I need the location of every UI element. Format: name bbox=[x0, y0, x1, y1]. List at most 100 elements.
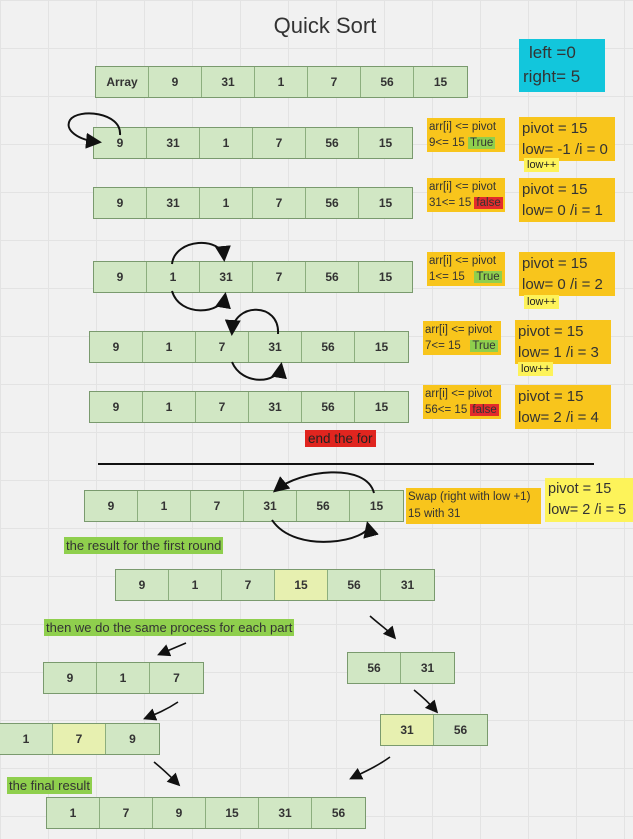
pivot-box-1: pivot = 15 low= 0 /i = 1 bbox=[519, 178, 615, 222]
part-cell: 31 bbox=[420, 661, 435, 675]
split-left-arrow bbox=[157, 642, 187, 657]
swap-cell: 9 bbox=[85, 491, 138, 521]
end-for-label: end the for bbox=[305, 430, 376, 447]
step-cell: 7 bbox=[253, 128, 306, 158]
swap-detail: 15 with 31 bbox=[408, 508, 461, 520]
pivot-cell: 15 bbox=[275, 570, 328, 600]
result-tag-true: True bbox=[474, 271, 502, 283]
final-result-label: the final result bbox=[7, 777, 92, 794]
step-cell: 56 bbox=[306, 128, 359, 158]
swap-arrow-bottom bbox=[271, 519, 379, 543]
low-increment-note: low++ bbox=[518, 362, 554, 376]
left-sorted-row: 1 7 9 bbox=[0, 723, 160, 755]
swap-cell: 15 bbox=[369, 499, 384, 513]
condition-text: arr[i] <= pivot bbox=[429, 121, 497, 133]
left-bound: left =0 bbox=[529, 43, 576, 62]
final-cell: 31 bbox=[259, 798, 312, 828]
step-cell: 31 bbox=[249, 392, 302, 422]
page-title: Quick Sort bbox=[273, 13, 377, 38]
condition-text: arr[i] <= pivot bbox=[429, 255, 497, 267]
step-cell: 9 bbox=[94, 128, 147, 158]
state-text: low= 0 /i = 2 bbox=[522, 276, 603, 293]
same-process-label: then we do the same process for each par… bbox=[44, 619, 295, 636]
low-increment-note: low++ bbox=[524, 295, 560, 309]
swap-text: Swap (right with low +1) bbox=[408, 491, 531, 503]
step-cell: 31 bbox=[147, 128, 200, 158]
condition-text: arr[i] <= pivot bbox=[425, 324, 493, 336]
final-cell: 9 bbox=[153, 798, 206, 828]
result-cell: 7 bbox=[222, 570, 275, 600]
swap-cell: 1 bbox=[138, 491, 191, 521]
condition-box-0: arr[i] <= pivot 9<= 15 True bbox=[427, 118, 505, 152]
final-cell: 15 bbox=[206, 798, 259, 828]
array-cell: 15 bbox=[433, 75, 448, 89]
condition-test: 1<= 15 bbox=[429, 271, 465, 283]
step-row-3: 9 1 7 31 56 15 bbox=[89, 331, 409, 363]
step-cell: 1 bbox=[143, 332, 196, 362]
step-cell: 1 bbox=[147, 262, 200, 292]
step-cell: 7 bbox=[196, 332, 249, 362]
step-row-0: 9 31 1 7 56 15 bbox=[93, 127, 413, 159]
first-round-label: the result for the first round bbox=[64, 537, 224, 554]
array-cell: 7 bbox=[308, 67, 361, 97]
step-cell: 15 bbox=[378, 196, 393, 210]
pivot-cell: 7 bbox=[53, 724, 106, 754]
result-tag-true: True bbox=[470, 340, 498, 352]
result-cell: 31 bbox=[400, 578, 415, 592]
final-row: 1 7 9 15 31 56 bbox=[46, 797, 366, 829]
array-cell: 1 bbox=[255, 67, 308, 97]
step-cell: 56 bbox=[306, 188, 359, 218]
pivot-box-4: pivot = 15 low= 2 /i = 4 bbox=[515, 385, 611, 429]
swap-cell: 31 bbox=[244, 491, 297, 521]
step-cell: 15 bbox=[374, 340, 389, 354]
condition-text: arr[i] <= pivot bbox=[429, 181, 497, 193]
pivot-text: pivot = 15 bbox=[522, 181, 588, 198]
result-cell: 1 bbox=[169, 570, 222, 600]
pivot-box-3: pivot = 15 low= 1 /i = 3 bbox=[515, 320, 611, 364]
final-cell: 1 bbox=[47, 798, 100, 828]
condition-text: arr[i] <= pivot bbox=[425, 388, 493, 400]
step-cell: 9 bbox=[90, 392, 143, 422]
final-cell: 56 bbox=[331, 806, 346, 820]
pivot-box-2: pivot = 15 low= 0 /i = 2 bbox=[519, 252, 615, 296]
step-cell: 31 bbox=[147, 188, 200, 218]
step-cell: 56 bbox=[302, 392, 355, 422]
sort-left-arrow bbox=[143, 701, 179, 721]
state-text: low= -1 /i = 0 bbox=[522, 141, 608, 158]
step-row-2: 9 1 31 7 56 15 bbox=[93, 261, 413, 293]
swap-row: 9 1 7 31 56 15 bbox=[84, 490, 404, 522]
right-sorted-row: 31 56 bbox=[380, 714, 488, 746]
state-text: low= 2 /i = 5 bbox=[548, 502, 627, 518]
step-cell: 1 bbox=[200, 128, 253, 158]
swap-cell: 7 bbox=[191, 491, 244, 521]
condition-box-1: arr[i] <= pivot 31<= 15 false bbox=[427, 178, 505, 212]
step-cell: 1 bbox=[200, 188, 253, 218]
step-row-4: 9 1 7 31 56 15 bbox=[89, 391, 409, 423]
bounds-box: left =0 right= 5 bbox=[519, 39, 605, 92]
pivot-box-0: pivot = 15 low= -1 /i = 0 bbox=[519, 117, 615, 161]
pivot-text: pivot = 15 bbox=[522, 255, 588, 272]
step-cell: 7 bbox=[253, 262, 306, 292]
step-cell: 15 bbox=[378, 270, 393, 284]
sorted-cell: 1 bbox=[0, 724, 53, 754]
part-cell: 56 bbox=[348, 653, 401, 683]
swap-arrow-bottom bbox=[231, 361, 287, 381]
part-cell: 9 bbox=[44, 663, 97, 693]
step-cell: 15 bbox=[374, 400, 389, 414]
result-cell: 56 bbox=[328, 570, 381, 600]
array-cell: 31 bbox=[202, 67, 255, 97]
swap-box: Swap (right with low +1) 15 with 31 bbox=[406, 488, 541, 524]
sorted-cell: 56 bbox=[453, 723, 468, 737]
result-cell: 9 bbox=[116, 570, 169, 600]
pivot-text: pivot = 15 bbox=[522, 120, 588, 137]
final-cell: 7 bbox=[100, 798, 153, 828]
pivot-text: pivot = 15 bbox=[548, 481, 612, 497]
swap-cell: 56 bbox=[297, 491, 350, 521]
array-cell: 56 bbox=[361, 67, 414, 97]
left-part-row: 9 1 7 bbox=[43, 662, 204, 694]
low-increment-note: low++ bbox=[524, 158, 560, 172]
step-cell: 15 bbox=[378, 136, 393, 150]
step-cell: 56 bbox=[306, 262, 359, 292]
state-text: low= 0 /i = 1 bbox=[522, 202, 603, 219]
condition-box-3: arr[i] <= pivot 7<= 15 True bbox=[423, 321, 501, 355]
